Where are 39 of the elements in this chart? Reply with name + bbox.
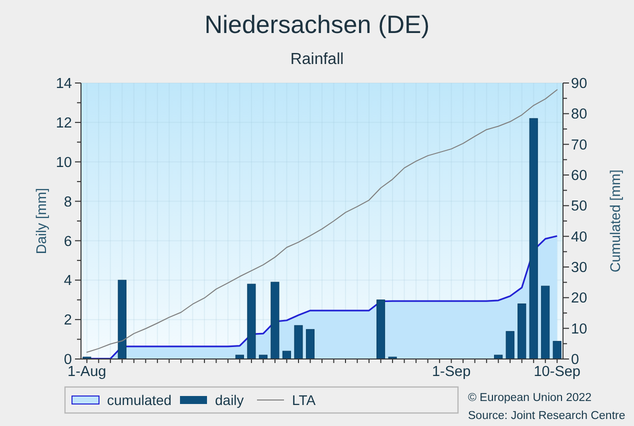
y-axis-title: Daily [mm] xyxy=(33,188,49,254)
legend-label: LTA xyxy=(292,392,316,408)
bar xyxy=(541,286,550,360)
bar xyxy=(247,284,256,360)
y-tick-label: 10 xyxy=(56,154,72,171)
y2-tick-label: 10 xyxy=(571,321,588,338)
y-tick-label: 2 xyxy=(64,312,72,329)
bar xyxy=(294,325,303,360)
legend-label: cumulated xyxy=(107,392,172,408)
chart-title: Niedersachsen (DE) xyxy=(204,11,430,39)
y-tick-label: 14 xyxy=(56,76,72,92)
bar xyxy=(306,329,315,360)
y2-tick-label: 60 xyxy=(571,168,588,184)
text: © European Union 2022 xyxy=(468,392,592,404)
y2-axis-title: Cumulated [mm] xyxy=(607,170,623,272)
y2-tick-label: 30 xyxy=(571,260,588,276)
bar xyxy=(552,340,562,360)
bar xyxy=(118,280,126,360)
y-tick-label: 6 xyxy=(64,234,72,250)
source-note: Source: Joint Research Centre xyxy=(468,410,626,422)
x-tick-label: 1-Aug xyxy=(68,364,106,380)
y-tick-label: 4 xyxy=(64,273,72,290)
bar xyxy=(506,331,514,360)
y-tick-label: 12 xyxy=(56,116,72,132)
line-series xyxy=(86,89,558,353)
y2-tick-label: 70 xyxy=(571,137,588,154)
y2-tick-label: 40 xyxy=(571,229,588,246)
bar xyxy=(376,300,386,360)
x-tick-label: 1-Sep xyxy=(432,364,471,380)
bar xyxy=(529,118,538,360)
y2-tick-label: 80 xyxy=(571,106,588,123)
y-tick-label: 8 xyxy=(64,194,72,210)
legend-label: daily xyxy=(215,392,244,408)
bar xyxy=(270,282,280,360)
bar xyxy=(518,304,526,360)
y2-tick-label: 20 xyxy=(571,290,588,307)
chart-subtitle: Rainfall xyxy=(290,51,344,68)
y2-tick-label: 90 xyxy=(571,76,588,92)
y2-tick-label: 50 xyxy=(571,198,588,215)
